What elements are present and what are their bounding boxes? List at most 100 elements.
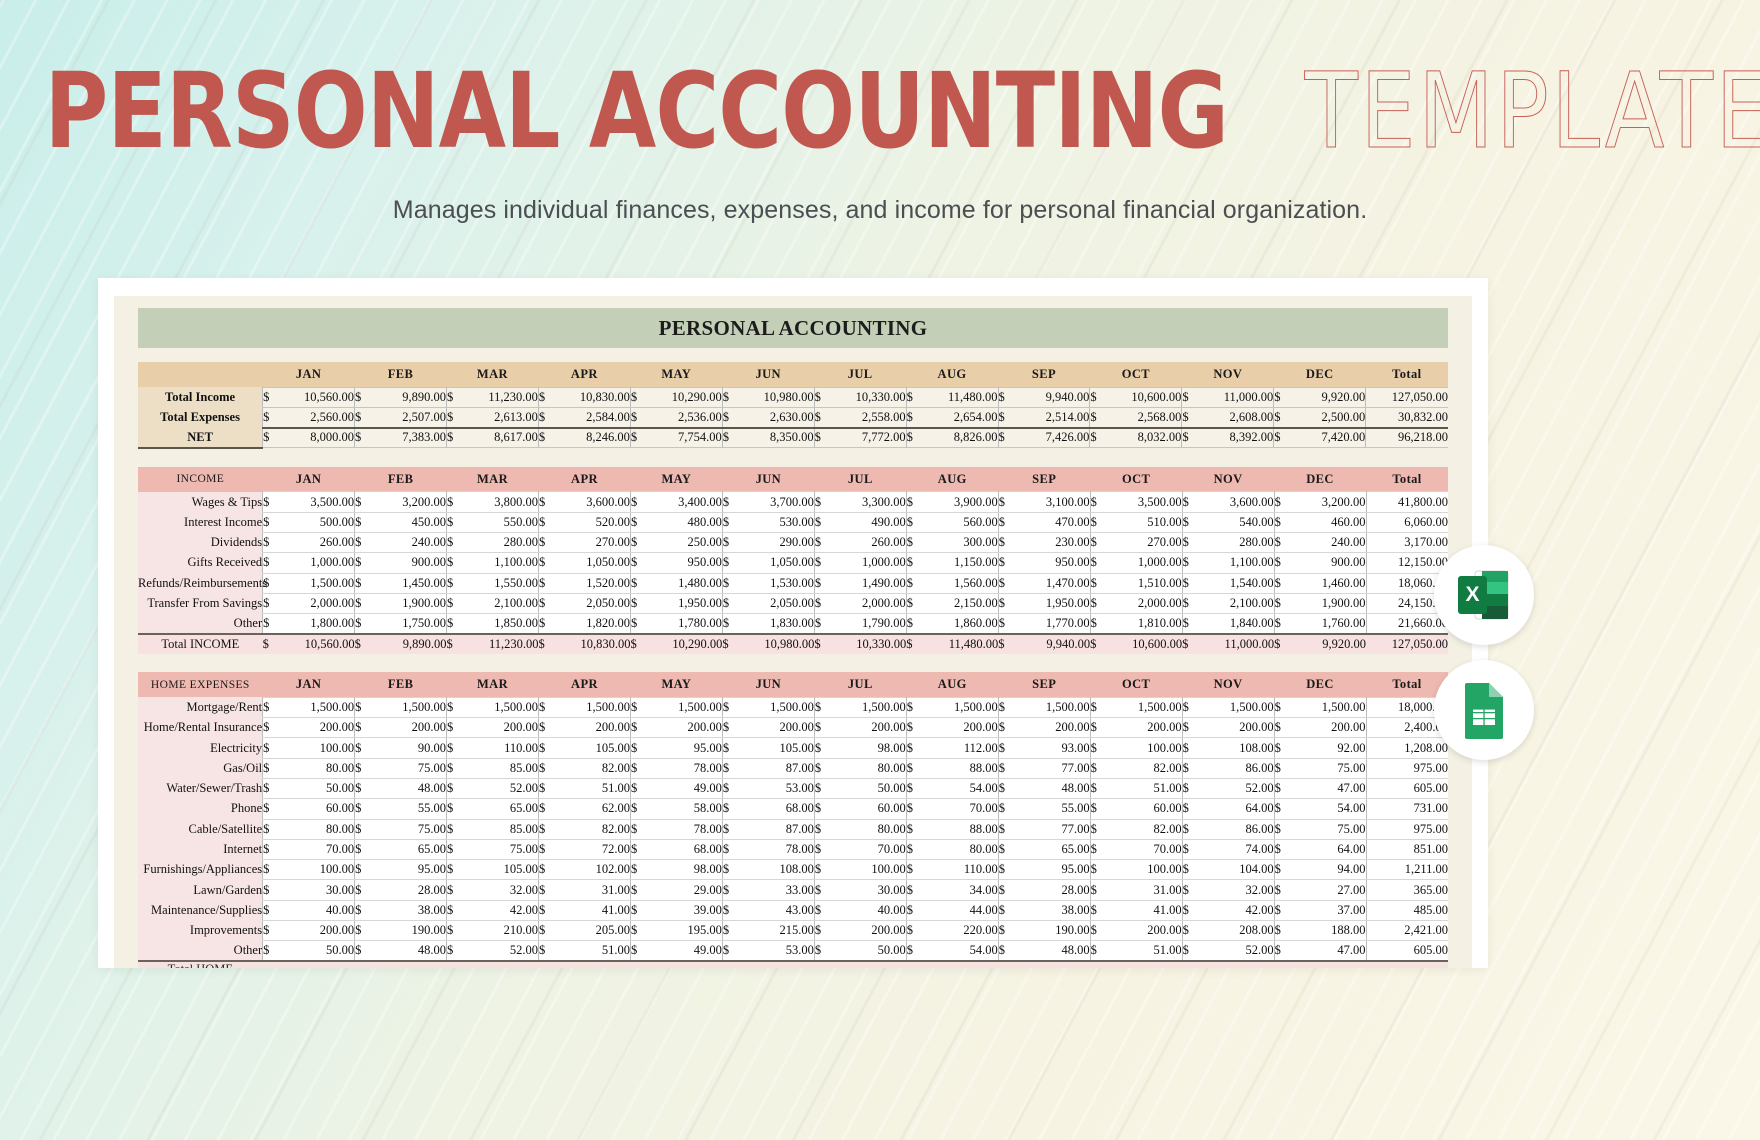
cell-value[interactable]: 82.00 xyxy=(555,758,631,779)
cell-value[interactable]: 9,920.00 xyxy=(1291,632,1367,655)
cell-value[interactable]: 270.00 xyxy=(1107,532,1183,554)
cell-value[interactable]: 1,540.00 xyxy=(1199,573,1275,594)
cell-value[interactable]: 1,480.00 xyxy=(647,573,723,594)
cell-value[interactable]: 190.00 xyxy=(371,920,448,942)
cell-value[interactable]: 105.00 xyxy=(739,737,815,759)
cell-value[interactable]: 3,600.00 xyxy=(555,491,631,513)
cell-value[interactable]: 10,830.00 xyxy=(555,632,631,655)
cell-value[interactable]: 1,950.00 xyxy=(647,593,723,615)
cell-value[interactable]: 1,500.00 xyxy=(280,696,356,719)
cell-value[interactable]: 1,450.00 xyxy=(371,573,448,594)
cell-value[interactable]: 1,050.00 xyxy=(555,552,631,574)
cell-value[interactable]: 1,500.00 xyxy=(923,696,999,719)
cell-value[interactable]: 10,600.00 xyxy=(1107,632,1183,655)
cell-value[interactable]: 250.00 xyxy=(647,532,723,554)
cell-value[interactable]: 75.00 xyxy=(1291,819,1367,840)
cell-value[interactable]: 1,100.00 xyxy=(463,552,539,574)
cell-value[interactable]: 75.00 xyxy=(1291,758,1367,779)
cell-value[interactable]: 51.00 xyxy=(555,778,631,800)
cell-value[interactable]: 1,500.00 xyxy=(647,696,723,719)
cell-value[interactable]: 510.00 xyxy=(1107,512,1183,533)
cell-value[interactable]: 102.00 xyxy=(555,859,631,881)
cell-value[interactable]: 78.00 xyxy=(739,839,815,861)
income-body[interactable]: Wages & Tips $3,500.00 $3,200.00 $3,800.00 $… xyxy=(138,491,1448,655)
cell-value[interactable]: 2,558.00 xyxy=(831,960,907,968)
cell-value[interactable]: 104.00 xyxy=(1199,859,1275,881)
cell-value[interactable]: 55.00 xyxy=(1015,798,1091,820)
cell-value[interactable]: 200.00 xyxy=(923,717,999,739)
cell-value[interactable]: 1,900.00 xyxy=(1291,593,1367,615)
cell-value[interactable]: 1,520.00 xyxy=(555,573,631,594)
home-expense-row[interactable]: Electricity $100.00 $90.00 $110.00 $105.00 $9… xyxy=(138,737,1448,759)
cell-value[interactable]: 44.00 xyxy=(923,900,999,922)
cell-value[interactable]: 7,754.00 xyxy=(647,427,723,449)
cell-value[interactable]: 94.00 xyxy=(1291,859,1367,881)
cell-value[interactable]: 1,500.00 xyxy=(371,696,448,719)
cell-value[interactable]: 105.00 xyxy=(555,737,631,759)
cell-value[interactable]: 1,530.00 xyxy=(739,573,815,594)
cell-value[interactable]: 42.00 xyxy=(1199,900,1275,922)
cell-value[interactable]: 78.00 xyxy=(647,819,723,840)
cell-value[interactable]: 10,600.00 xyxy=(1107,386,1183,408)
cell-value[interactable]: 10,560.00 xyxy=(280,632,355,655)
cell-value[interactable]: 200.00 xyxy=(739,717,815,739)
income-row[interactable]: Interest Income $500.00 $450.00 $550.00 $520… xyxy=(138,512,1448,533)
cell-value[interactable]: 51.00 xyxy=(1107,940,1183,962)
cell-value[interactable]: 1,500.00 xyxy=(280,573,356,594)
cell-value[interactable]: 98.00 xyxy=(831,737,907,759)
cell-value[interactable]: 100.00 xyxy=(1107,859,1183,881)
cell-value[interactable]: 9,890.00 xyxy=(371,632,447,655)
home-expense-row[interactable]: Maintenance/Supplies $40.00 $38.00 $42.00 $4… xyxy=(138,900,1448,922)
cell-value[interactable]: 38.00 xyxy=(371,900,448,922)
cell-value[interactable]: 27.00 xyxy=(1291,879,1367,901)
cell-value[interactable]: 2,100.00 xyxy=(1199,593,1275,615)
home-expense-row[interactable]: Home/Rental Insurance $200.00 $200.00 $200.… xyxy=(138,717,1448,739)
cell-value[interactable]: 520.00 xyxy=(555,512,631,533)
cell-value[interactable]: 53.00 xyxy=(739,940,815,962)
cell-value[interactable]: 54.00 xyxy=(1291,798,1367,820)
cell-value[interactable]: 88.00 xyxy=(923,758,999,779)
cell-value[interactable]: 210.00 xyxy=(463,920,539,942)
cell-value[interactable]: 108.00 xyxy=(739,859,815,881)
cell-value[interactable]: 3,800.00 xyxy=(463,491,539,513)
cell-value[interactable]: 3,500.00 xyxy=(1107,491,1183,513)
income-row[interactable]: Dividends $260.00 $240.00 $280.00 $270.00 $25… xyxy=(138,532,1448,554)
cell-value[interactable]: 11,230.00 xyxy=(463,386,539,408)
cell-value[interactable]: 2,000.00 xyxy=(831,593,907,615)
cell-value[interactable]: 3,200.00 xyxy=(371,491,448,513)
cell-value[interactable]: 500.00 xyxy=(280,512,356,533)
cell-value[interactable]: 77.00 xyxy=(1015,819,1091,840)
cell-value[interactable]: 900.00 xyxy=(1291,552,1367,574)
summary-row[interactable]: NET $8,000.00 $7,383.00 $8,617.00 $8,246.00 $… xyxy=(138,427,1448,449)
cell-value[interactable]: 2,654.00 xyxy=(923,407,999,429)
cell-value[interactable]: 1,050.00 xyxy=(739,552,815,574)
cell-value[interactable]: 200.00 xyxy=(831,717,907,739)
cell-value[interactable]: 50.00 xyxy=(280,778,356,800)
cell-value[interactable]: 530.00 xyxy=(739,512,815,533)
cell-value[interactable]: 28.00 xyxy=(371,879,448,901)
cell-value[interactable]: 9,890.00 xyxy=(371,386,447,408)
cell-value[interactable]: 2,613.00 xyxy=(463,960,539,968)
cell-value[interactable]: 200.00 xyxy=(1291,717,1367,739)
cell-value[interactable]: 88.00 xyxy=(923,819,999,840)
cell-value[interactable]: 270.00 xyxy=(555,532,631,554)
income-table[interactable]: INCOME JAN FEB MAR APR MAY JUN JUL AUG SEP OCT NOV D… xyxy=(138,466,1448,655)
cell-value[interactable]: 200.00 xyxy=(1107,717,1183,739)
cell-value[interactable]: 85.00 xyxy=(463,758,539,779)
cell-value[interactable]: 2,536.00 xyxy=(647,960,723,968)
cell-value[interactable]: 52.00 xyxy=(463,940,539,962)
cell-value[interactable]: 40.00 xyxy=(280,900,356,922)
cell-value[interactable]: 39.00 xyxy=(647,900,723,922)
cell-value[interactable]: 200.00 xyxy=(371,717,448,739)
cell-value[interactable]: 3,900.00 xyxy=(923,491,999,513)
cell-value[interactable]: 80.00 xyxy=(280,819,356,840)
cell-value[interactable]: 2,100.00 xyxy=(463,593,539,615)
cell-value[interactable]: 1,950.00 xyxy=(1015,593,1091,615)
cell-value[interactable]: 50.00 xyxy=(831,778,907,800)
income-row[interactable]: Gifts Received $1,000.00 $900.00 $1,100.00 $… xyxy=(138,552,1448,574)
cell-value[interactable]: 47.00 xyxy=(1291,940,1367,962)
cell-value[interactable]: 550.00 xyxy=(463,512,539,533)
income-row[interactable]: Refunds/Reimbursements $1,500.00 $1,450.00… xyxy=(138,573,1448,594)
cell-value[interactable]: 2,514.00 xyxy=(1015,407,1091,429)
cell-value[interactable]: 2,584.00 xyxy=(555,407,631,429)
